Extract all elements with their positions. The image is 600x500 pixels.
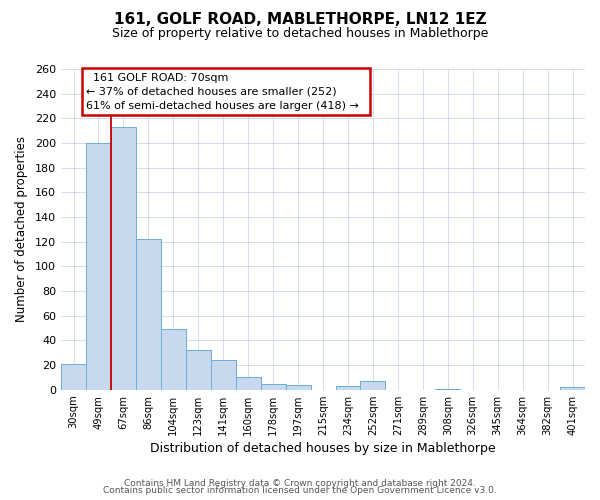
- Text: Size of property relative to detached houses in Mablethorpe: Size of property relative to detached ho…: [112, 28, 488, 40]
- Text: 161, GOLF ROAD, MABLETHORPE, LN12 1EZ: 161, GOLF ROAD, MABLETHORPE, LN12 1EZ: [113, 12, 487, 28]
- Bar: [61, 364, 86, 390]
- Bar: [186, 350, 211, 390]
- Bar: [211, 360, 236, 390]
- Text: Contains public sector information licensed under the Open Government Licence v3: Contains public sector information licen…: [103, 486, 497, 495]
- Bar: [286, 385, 311, 390]
- Text: Contains HM Land Registry data © Crown copyright and database right 2024.: Contains HM Land Registry data © Crown c…: [124, 478, 476, 488]
- Bar: [436, 388, 460, 390]
- Bar: [136, 240, 161, 390]
- Y-axis label: Number of detached properties: Number of detached properties: [15, 136, 28, 322]
- Text: 161 GOLF ROAD: 70sqm
← 37% of detached houses are smaller (252)
61% of semi-deta: 161 GOLF ROAD: 70sqm ← 37% of detached h…: [86, 72, 366, 110]
- Bar: [361, 381, 385, 390]
- Bar: [111, 127, 136, 390]
- Bar: [560, 388, 585, 390]
- Bar: [161, 330, 186, 390]
- X-axis label: Distribution of detached houses by size in Mablethorpe: Distribution of detached houses by size …: [150, 442, 496, 455]
- Bar: [335, 386, 361, 390]
- Bar: [86, 143, 111, 390]
- Bar: [236, 378, 260, 390]
- Bar: [260, 384, 286, 390]
